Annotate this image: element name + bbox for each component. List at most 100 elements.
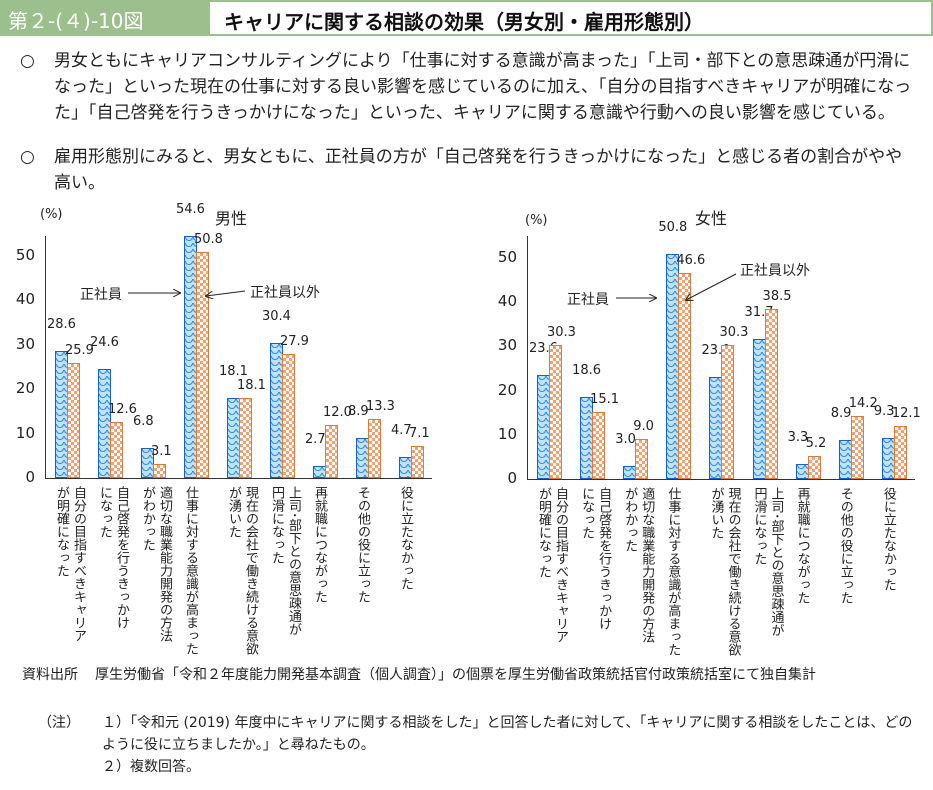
bar-nonregular (764, 308, 778, 479)
bullet-mark: ○ (20, 51, 35, 71)
value-label-regular: 28.6 (47, 317, 76, 333)
value-label-regular: 3.0 (615, 431, 636, 447)
bullet-1: ○ 男女ともにキャリアコンサルティングにより「仕事に対する意識が高まった」「上司・… (20, 48, 915, 126)
value-label-nonregular: 15.1 (590, 392, 620, 408)
bar-nonregular (807, 456, 821, 479)
category-label: 自己啓発を行うきっかけ になった (97, 486, 129, 629)
value-label-nonregular: 9.0 (633, 419, 654, 435)
category-label: 適切な職業能力開発の方法 がわかった (140, 486, 172, 642)
value-label-nonregular: 13.3 (366, 398, 395, 414)
value-label-nonregular: 30.3 (547, 325, 576, 341)
bullet-text: 雇用形態別にみると、男女ともに、正社員の方が「自己啓発を行うきっかけになった」と… (54, 147, 903, 193)
note-2: ２）複数回答。 (102, 759, 200, 775)
bar-regular (55, 351, 68, 478)
category-label: 現在の会社で働き続ける意欲 が湧いた (226, 486, 258, 655)
value-label-nonregular: 7.1 (409, 426, 430, 442)
bar-nonregular (325, 424, 338, 478)
figure-number: 第２-(４)-10図 (8, 9, 144, 33)
bar-nonregular (282, 354, 295, 478)
bar-regular (356, 438, 369, 478)
category-label: 現在の会社で働き続ける意欲 が湧いた (708, 487, 741, 656)
value-label-nonregular: 3.1 (151, 444, 172, 460)
bar-nonregular (635, 439, 649, 479)
bar-regular (270, 343, 283, 478)
bullet-mark: ○ (20, 147, 35, 167)
value-label-regular: 24.6 (90, 334, 119, 350)
bar-nonregular (411, 446, 424, 478)
value-label-regular: 2.7 (305, 432, 326, 447)
figure-title: キャリアに関する相談の効果（男女別・雇用形態別） (224, 10, 704, 34)
category-label: 仕事に対する意識が高まった (183, 486, 198, 655)
y-tick-label: 10 (15, 423, 35, 442)
value-label-nonregular: 27.9 (280, 334, 309, 350)
value-label-regular: 8.9 (348, 404, 369, 420)
value-label-nonregular: 14.2 (848, 396, 878, 412)
y-axis (45, 236, 46, 478)
note-label: （注） (38, 715, 80, 731)
bar-nonregular (196, 252, 209, 478)
y-unit-label: (%) (525, 213, 548, 228)
value-label-nonregular: 25.9 (65, 343, 94, 358)
bar-nonregular (368, 418, 381, 478)
bar-nonregular (893, 425, 907, 479)
bar-nonregular (67, 363, 80, 478)
value-label-nonregular: 12.0 (323, 404, 352, 420)
arrow-nonregular-f (686, 273, 737, 300)
category-label: 役に立たなかった (398, 486, 413, 590)
y-tick-label: 30 (15, 334, 35, 353)
bar-nonregular (153, 464, 166, 478)
source-label: 資料出所 (22, 667, 78, 683)
category-label: 上司･部下との意思疎通が 円滑になった (269, 486, 301, 636)
value-label-regular: 4.7 (391, 423, 412, 439)
value-label-nonregular: 46.6 (676, 253, 706, 269)
source-text: 厚生労働省「令和２年度能力開発基本調査（個人調査）」の個票を厚生労働省政策統括官… (95, 667, 816, 683)
value-label-regular: 30.4 (262, 309, 291, 325)
bar-nonregular (549, 345, 562, 479)
chart-title: 女性 (695, 209, 728, 228)
bar-nonregular (678, 273, 692, 479)
category-label: 自分の目指すべきキャリア が明確になった (54, 486, 86, 642)
y-tick-label: 30 (497, 336, 517, 355)
figure-header: 第２-(４)-10図 キャリアに関する相談の効果（男女別・雇用形態別） (0, 0, 933, 36)
legend-regular-f: 正社員 (567, 292, 609, 308)
category-label: その他の役に立った (837, 487, 853, 604)
chart-title: 男性 (215, 209, 248, 228)
legend-nonregular-f: 正社員以外 (740, 263, 810, 279)
bar-nonregular (721, 345, 735, 479)
category-label: 上司･部下との意思疎通が 円滑になった (751, 487, 784, 637)
bar-nonregular (239, 397, 252, 478)
legend-nonregular: 正社員以外 (250, 285, 320, 301)
bullet-text: 男女ともにキャリアコンサルティングにより「仕事に対する意識が高まった」「上司・部… (54, 51, 912, 123)
x-axis (45, 478, 432, 479)
category-label: その他の役に立った (355, 486, 370, 603)
bar-regular (838, 439, 852, 479)
category-label: 仕事に対する意識が高まった (665, 487, 681, 656)
value-label-nonregular: 50.8 (194, 232, 223, 248)
bar-regular (580, 396, 594, 479)
value-label-regular: 18.1 (219, 363, 248, 379)
category-label: 自己啓発を行うきっかけ になった (579, 487, 612, 630)
y-axis (527, 236, 528, 479)
arrow-nonregular (206, 290, 246, 296)
bullet-2: ○ 雇用形態別にみると、男女ともに、正社員の方が「自己啓発を行うきっかけになった」… (20, 144, 915, 196)
category-label: 自分の目指すべきキャリア が明確になった (536, 487, 568, 643)
value-label-regular: 54.6 (176, 201, 205, 217)
y-tick-label: 10 (497, 424, 517, 443)
value-label-nonregular: 38.5 (762, 288, 792, 304)
category-label: 再就職につながった (312, 486, 327, 603)
x-axis (527, 479, 915, 480)
bar-nonregular (592, 412, 606, 479)
value-label-regular: 3.3 (787, 430, 809, 446)
value-label-nonregular: 5.2 (805, 436, 827, 452)
bar-nonregular (110, 422, 123, 478)
bar-regular (141, 447, 154, 478)
value-label-regular: 50.8 (658, 220, 688, 236)
y-unit-label: (%) (40, 207, 63, 222)
value-label-nonregular: 30.3 (719, 325, 749, 341)
legend-regular: 正社員 (80, 287, 122, 303)
bar-regular (537, 374, 550, 479)
y-tick-label: 20 (15, 379, 35, 398)
bar-nonregular (850, 416, 864, 479)
